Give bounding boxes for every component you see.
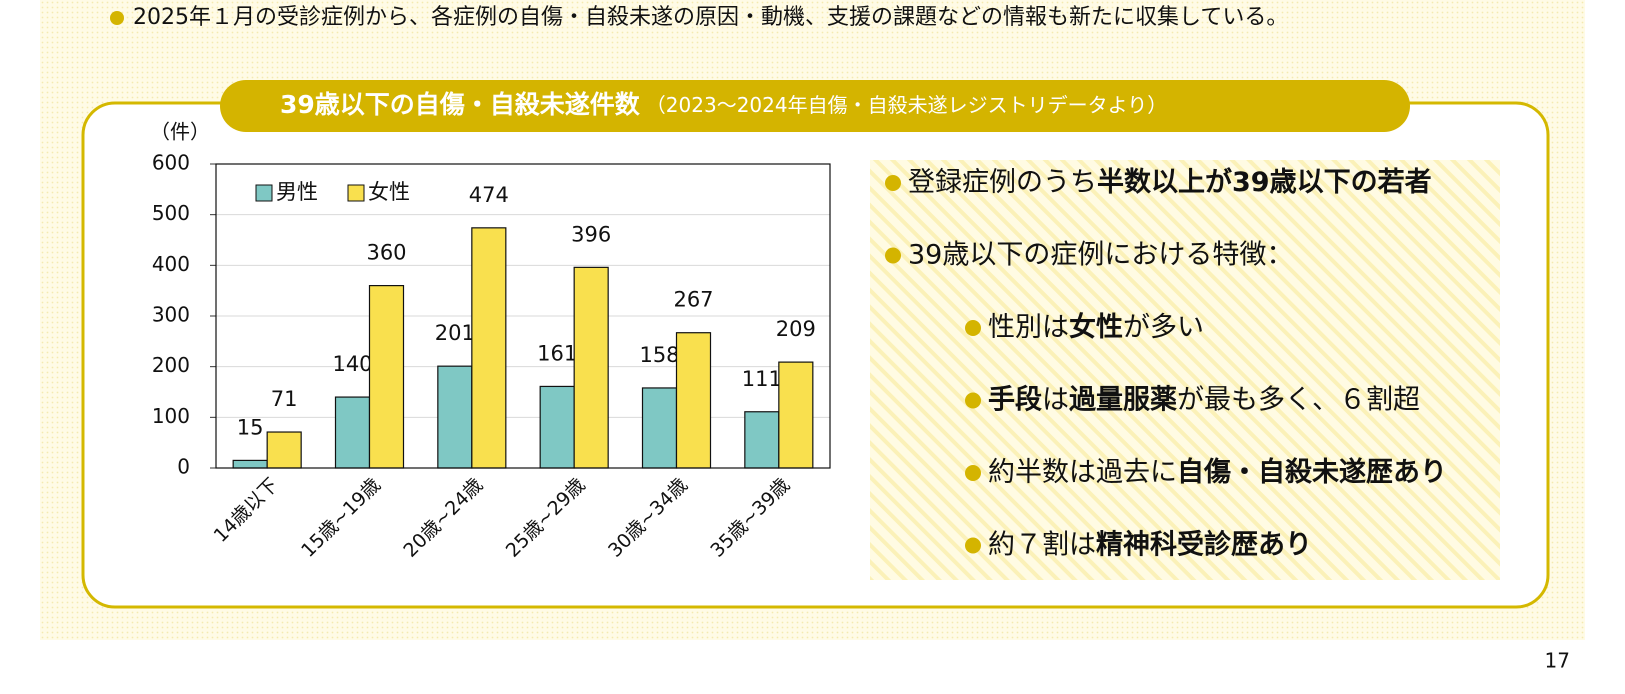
y-tick-label: 500 <box>152 201 190 225</box>
note-segment: 自傷・自殺未遂歴あり <box>1177 456 1447 488</box>
bar <box>334 396 371 469</box>
bar <box>471 227 507 469</box>
y-tick-label: 200 <box>152 353 190 377</box>
note-segment: が多い <box>1123 312 1204 343</box>
plot-frame <box>215 163 831 469</box>
value-label: 209 <box>776 317 816 341</box>
note-bullet <box>965 465 981 481</box>
notes-panel <box>870 160 1500 580</box>
note-segment: 女性 <box>1069 311 1123 343</box>
note-text: 性別は女性が多い <box>988 311 1204 343</box>
note-segment: 登録症例のうち <box>908 167 1097 198</box>
y-tick-label: 600 <box>152 151 190 175</box>
bar <box>675 332 712 469</box>
bar <box>641 387 678 469</box>
title-main: 39歳以下の自傷・自殺未遂件数 <box>280 90 641 119</box>
y-unit: （件） <box>150 120 210 144</box>
value-label: 360 <box>366 241 406 265</box>
note-bullet <box>885 247 901 264</box>
y-tick-label: 400 <box>152 252 190 276</box>
bar <box>539 385 575 469</box>
legend-swatch <box>255 184 273 202</box>
value-label: 396 <box>571 222 611 246</box>
bar <box>232 459 268 469</box>
note-segment: が最も多く、６割超 <box>1177 384 1420 415</box>
legend-label: 女性 <box>368 180 410 204</box>
bar <box>266 431 302 469</box>
legend-swatch <box>347 184 365 202</box>
y-tick-label: 0 <box>177 455 190 479</box>
y-tick-label: 300 <box>152 303 190 327</box>
note-bullet <box>885 175 901 191</box>
value-label: 71 <box>271 387 298 411</box>
note-segment: 39歳以下の症例における特徴： <box>908 239 1293 270</box>
value-label: 140 <box>332 352 372 376</box>
note-segment: 過量服薬 <box>1069 384 1177 415</box>
bar <box>744 411 780 469</box>
value-label: 158 <box>639 343 679 367</box>
page-number: 17 <box>1545 649 1570 673</box>
note-bullet <box>965 392 981 409</box>
note-bullet <box>965 537 981 554</box>
note-bullet <box>965 320 981 336</box>
value-label: 111 <box>742 367 782 391</box>
value-label: 267 <box>673 288 713 312</box>
bar <box>437 365 473 469</box>
note-text: 約半数は過去に自傷・自殺未遂歴あり <box>988 456 1447 488</box>
note-segment: 性別は <box>988 312 1069 343</box>
note-text: 39歳以下の症例における特徴： <box>908 239 1293 270</box>
legend-label: 男性 <box>276 180 318 204</box>
bar <box>573 266 609 469</box>
note-text: 手段は過量服薬が最も多く、６割超 <box>988 384 1420 415</box>
note-segment: 約半数は過去に <box>988 457 1177 488</box>
bar <box>368 285 405 469</box>
panel-title: 39歳以下の自傷・自殺未遂件数 （2023～2024年自傷・自殺未遂レジストリデー… <box>280 90 1167 119</box>
notes: 登録症例のうち半数以上が39歳以下の若者 39歳以下の症例における特徴： 性別は女性… <box>885 166 1447 560</box>
note-text: 約７割は精神科受診歴あり <box>988 528 1312 560</box>
bar <box>778 361 814 469</box>
note-segment: 半数以上が39歳以下の若者 <box>1097 166 1432 198</box>
y-tick-label: 100 <box>152 404 190 428</box>
note-segment: は <box>1042 384 1069 415</box>
note-segment: 精神科受診歴あり <box>1096 528 1312 560</box>
bullet-dot <box>110 11 124 25</box>
value-label: 15 <box>237 415 264 439</box>
value-label: 201 <box>435 321 475 345</box>
title-pill <box>220 80 1410 132</box>
note-segment: 手段 <box>988 384 1042 415</box>
title-source: （2023～2024年自傷・自殺未遂レジストリデータより） <box>646 93 1167 117</box>
note-text: 登録症例のうち半数以上が39歳以下の若者 <box>908 166 1432 198</box>
note-segment: 約７割は <box>988 529 1096 560</box>
value-label: 474 <box>469 183 509 207</box>
header-bullet: 2025年１月の受診症例から、各症例の自傷・自殺未遂の原因・動機、支援の課題など… <box>133 5 1288 30</box>
value-label: 161 <box>537 341 577 365</box>
